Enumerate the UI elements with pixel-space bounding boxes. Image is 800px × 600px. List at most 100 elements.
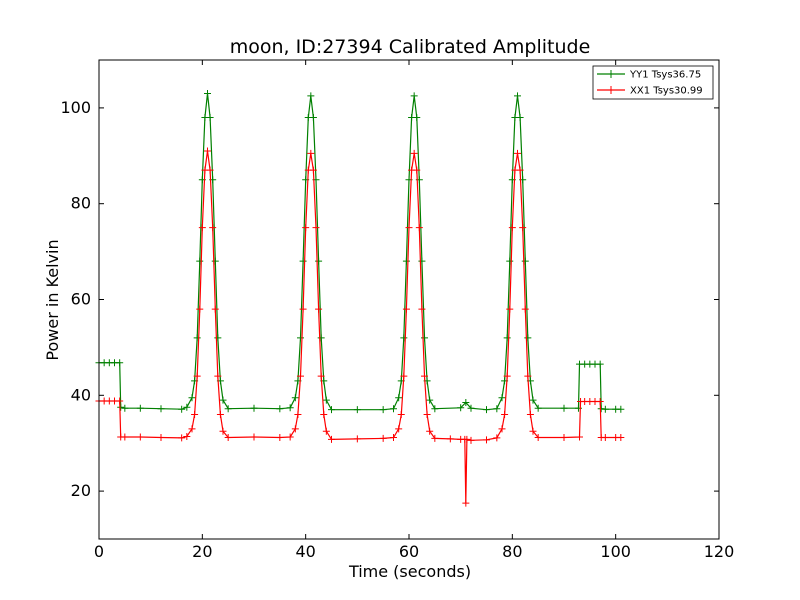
data-point [157,433,165,441]
data-point [467,436,475,444]
data-point [312,224,320,232]
data-point [353,435,361,443]
data-point [498,425,506,433]
data-point [410,149,418,157]
data-point [503,334,511,342]
data-point [188,425,196,433]
data-point [307,92,315,100]
legend-marker [607,86,615,94]
data-point [286,404,294,412]
data-point [286,433,294,441]
data-point [415,224,423,232]
data-point [193,372,201,380]
data-point [534,404,542,412]
data-point [178,405,186,413]
data-point [121,433,129,441]
data-point [206,113,214,121]
data-point [560,404,568,412]
data-point [250,433,258,441]
data-point [493,405,501,413]
data-point [501,410,509,418]
data-point [328,406,335,414]
data-point [413,113,421,121]
data-point [291,425,299,433]
data-point [508,224,516,232]
data-point [276,433,284,441]
data-point [219,427,227,435]
data-point [315,257,323,265]
data-point [224,405,232,413]
ticks: 0 20 40 60 80 100 120 20 40 60 80 100 [60,60,734,561]
data-point [328,435,335,443]
data-point [196,257,204,265]
data-point [402,257,410,265]
data-point [320,410,328,418]
data-point [521,257,529,265]
data-point [395,425,403,433]
data-point [307,149,315,157]
data-point [431,405,439,413]
data-point [183,403,191,411]
data-point [299,257,307,265]
data-point [503,372,511,380]
data-point [418,305,426,313]
data-point [576,433,583,441]
data-point [209,224,217,232]
data-point [421,334,428,342]
data-point [426,427,434,435]
data-point [524,334,532,342]
y-tick-label: 40 [71,385,91,404]
data-point [302,224,310,232]
data-point [206,166,214,174]
data-point [322,396,330,404]
data-point [250,404,258,412]
data-point [418,257,426,265]
data-point [596,398,604,406]
y-tick-label: 80 [71,194,91,213]
data-point [294,410,302,418]
data-point [299,305,307,313]
data-point [526,410,534,418]
x-tick-label: 0 [94,542,104,561]
y-axis-label: Power in Kelvin [43,239,62,360]
data-point [462,398,470,406]
y-tick-label: 20 [71,481,91,500]
data-point [315,305,323,313]
data-point [117,403,125,411]
data-point [224,433,232,441]
x-tick-label: 120 [704,542,735,561]
data-point [214,372,222,380]
data-point [514,92,521,100]
data-point [405,224,413,232]
data-point [529,396,537,404]
data-point [506,257,514,265]
data-point [379,406,387,414]
data-point [353,406,361,414]
data-point [317,334,325,342]
data-point [506,305,514,313]
series-line-1 [99,150,621,504]
data-point [493,434,501,442]
data-point [601,433,609,441]
data-point [521,305,529,313]
data-point [204,147,211,155]
data-point [309,113,317,121]
data-point [560,433,568,441]
data-point [183,432,191,440]
data-point [291,394,299,402]
data-point [116,359,124,367]
x-tick-label: 100 [600,542,631,561]
data-point [462,499,470,507]
data-point [397,410,405,418]
data-point [216,410,224,418]
data-point [395,394,403,402]
data-point [211,257,219,265]
data-point [214,334,222,342]
legend-label-yy1: YY1 Tsys36.75 [629,70,701,81]
data-point [196,305,204,313]
data-point [178,434,186,442]
data-point [322,427,330,435]
data-point [498,394,506,402]
